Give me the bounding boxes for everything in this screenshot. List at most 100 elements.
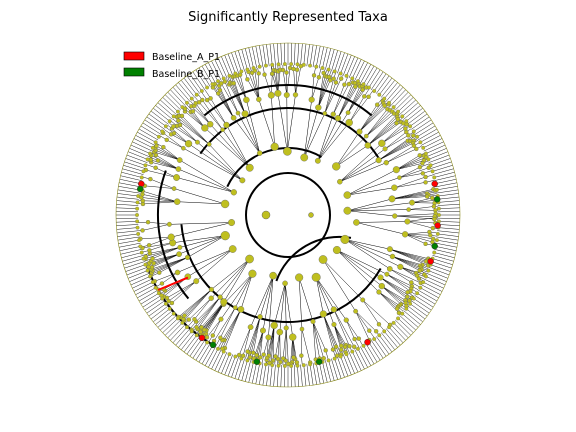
branch xyxy=(171,128,189,144)
branch xyxy=(285,327,289,364)
leaf-line xyxy=(227,53,236,75)
branch xyxy=(392,256,421,268)
branch xyxy=(270,325,275,363)
branch xyxy=(187,235,226,258)
branch xyxy=(378,291,399,308)
leaf-line xyxy=(328,359,335,381)
branch xyxy=(171,222,232,238)
leaf-line xyxy=(198,67,211,87)
node xyxy=(161,144,166,150)
branch xyxy=(256,330,264,356)
branch xyxy=(405,231,430,235)
leaf-node xyxy=(205,340,210,345)
leaf-node xyxy=(185,325,189,330)
figure-title: Significantly Represented Taxa xyxy=(188,10,388,25)
branch xyxy=(392,194,429,200)
leaf-line xyxy=(153,307,171,323)
branch xyxy=(179,124,198,143)
branch xyxy=(279,332,281,363)
branch xyxy=(157,160,179,170)
branch xyxy=(151,155,179,170)
node xyxy=(332,162,341,171)
leaf-line xyxy=(435,182,457,188)
leaf-node xyxy=(361,82,366,87)
branch xyxy=(394,213,436,217)
node xyxy=(405,290,410,295)
node xyxy=(269,71,275,77)
leaf-line xyxy=(133,138,154,149)
branch xyxy=(176,177,234,193)
leaf-line xyxy=(345,353,355,374)
node xyxy=(207,121,214,128)
leaf-line xyxy=(423,278,444,289)
leaf-node xyxy=(400,311,405,316)
node xyxy=(401,231,409,238)
branch xyxy=(378,291,400,306)
leaf-node xyxy=(210,82,215,87)
branch xyxy=(381,285,402,305)
branch xyxy=(286,94,288,152)
leaf-line xyxy=(375,336,390,355)
leaf-node xyxy=(426,268,431,273)
branch xyxy=(188,143,243,181)
leaf-line xyxy=(117,233,140,237)
branch xyxy=(142,194,178,202)
branch xyxy=(231,83,246,114)
leaf-line xyxy=(416,125,436,138)
leaf-line xyxy=(132,141,153,152)
leaf-line xyxy=(436,193,459,197)
branch xyxy=(336,135,367,167)
branch xyxy=(347,89,363,113)
leaf-line xyxy=(430,261,452,269)
leaf-line xyxy=(434,245,457,251)
leaf-line xyxy=(276,364,279,387)
leaf-line xyxy=(312,362,317,385)
leaf-node xyxy=(415,291,420,296)
node xyxy=(186,317,192,322)
leaf-node xyxy=(136,231,141,236)
leaf-line xyxy=(162,317,179,333)
leaf-line xyxy=(334,51,342,73)
branch xyxy=(177,248,233,273)
leaf-line xyxy=(167,91,184,108)
leaf-node xyxy=(396,316,401,321)
node xyxy=(360,87,365,92)
branch xyxy=(339,159,379,182)
branch xyxy=(184,289,212,321)
branch xyxy=(359,104,378,132)
branch xyxy=(366,111,393,137)
branch xyxy=(298,277,314,322)
leaf-line xyxy=(146,300,165,314)
branch xyxy=(250,275,274,328)
branch xyxy=(359,103,384,132)
branch xyxy=(359,105,385,132)
node xyxy=(218,316,224,322)
node xyxy=(333,344,339,349)
leaf-node xyxy=(180,105,185,110)
leaf-node xyxy=(430,169,435,174)
leaf-line xyxy=(135,135,156,146)
leaf-line xyxy=(195,69,208,89)
branch xyxy=(394,182,426,188)
leaf-node xyxy=(263,362,268,367)
branch xyxy=(315,277,347,321)
node xyxy=(235,110,241,116)
node xyxy=(311,73,317,78)
branch xyxy=(378,140,414,161)
leaf-node xyxy=(377,333,382,338)
leaf-line xyxy=(132,278,153,289)
node xyxy=(198,329,203,335)
branch xyxy=(392,196,428,200)
branch xyxy=(405,234,426,245)
branch xyxy=(277,332,280,359)
node xyxy=(286,361,291,367)
branch xyxy=(378,140,411,161)
node xyxy=(230,115,237,121)
node xyxy=(273,354,278,359)
leaf-node xyxy=(175,109,180,114)
leaf-line xyxy=(130,144,152,155)
branch xyxy=(359,104,389,132)
branch xyxy=(405,234,433,243)
leaf-line xyxy=(403,310,421,325)
branch xyxy=(399,166,420,178)
